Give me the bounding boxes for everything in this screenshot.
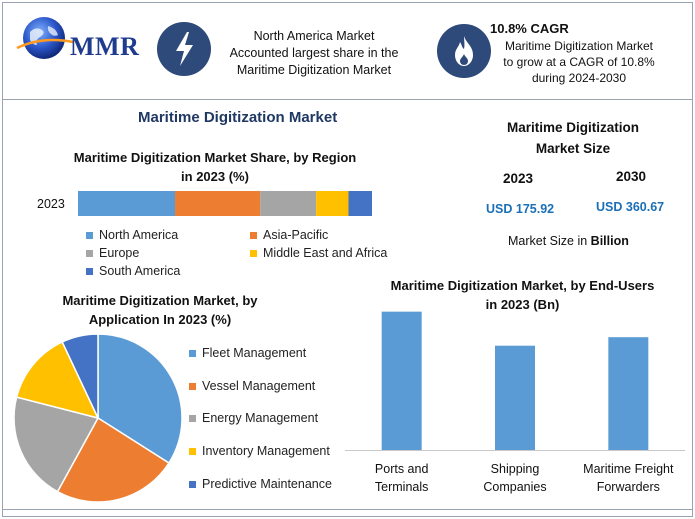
region-bar-segment-asia-pacific bbox=[175, 191, 261, 216]
legend-label: Inventory Management bbox=[202, 444, 330, 458]
legend-swatch bbox=[189, 447, 196, 455]
region-bar-segment-south-america bbox=[348, 191, 372, 216]
legend-item-predictive-maintenance: Predictive Maintenance bbox=[189, 477, 332, 491]
legend-label: South America bbox=[99, 264, 181, 278]
region-bar-segment-north-america bbox=[78, 191, 176, 216]
pie-slice-inventory-management bbox=[15, 340, 100, 420]
legend-swatch bbox=[86, 249, 93, 257]
header-divider bbox=[3, 99, 692, 100]
legend-swatch bbox=[189, 414, 196, 422]
pie-slice-vessel-management bbox=[56, 416, 170, 503]
region-bar-segment-europe bbox=[260, 191, 317, 216]
legend-swatch bbox=[189, 382, 196, 390]
main-title: Maritime Digitization Market bbox=[138, 109, 338, 126]
end-users-bar-chart: Ports and Terminals Shipping Companies Marit… bbox=[345, 311, 685, 494]
market-size-value-2030: USD 360.67 bbox=[596, 200, 665, 214]
market-size-title: Maritime Digitization Market Size bbox=[478, 117, 668, 159]
legend-swatch bbox=[189, 349, 196, 357]
market-size-unit-note: Market Size in Billion bbox=[508, 234, 629, 248]
info1-badge bbox=[157, 22, 211, 76]
pie-slice-predictive-maintenance bbox=[61, 333, 99, 419]
footer-divider bbox=[3, 509, 692, 510]
legend-item-south-america: South America bbox=[86, 264, 180, 278]
legend-label: Vessel Management bbox=[202, 379, 316, 393]
end-user-bar-ports-and-terminals bbox=[381, 311, 422, 450]
region-chart-title: Maritime Digitization Market Share, by R… bbox=[73, 150, 357, 184]
info2-line: during 2024-2030 bbox=[531, 71, 627, 85]
info2-text: Maritime Digitization Market to grow at … bbox=[494, 38, 664, 86]
flame-icon bbox=[455, 36, 473, 66]
legend-item-energy-management: Energy Management bbox=[189, 411, 318, 425]
end-user-tick-label: Maritime Freight bbox=[583, 462, 674, 476]
info1-text: North America Market Accounted largest s… bbox=[214, 28, 414, 79]
brand-logo-text: MMR bbox=[70, 32, 140, 61]
legend-item-inventory-management: Inventory Management bbox=[189, 444, 330, 458]
info2-line: to grow at a CAGR of 10.8% bbox=[503, 55, 655, 69]
legend-label: Predictive Maintenance bbox=[202, 477, 332, 491]
legend-label: Middle East and Africa bbox=[263, 246, 388, 260]
region-bar-segment-middle-east-and-africa bbox=[316, 191, 349, 216]
legend-item-fleet-management: Fleet Management bbox=[189, 346, 306, 360]
info2-badge bbox=[437, 24, 491, 78]
market-size-year-2023: 2023 bbox=[503, 171, 534, 186]
end-user-tick-label: Companies bbox=[483, 480, 546, 494]
end-user-tick-label: Ports and bbox=[375, 462, 429, 476]
legend-item-vessel-management: Vessel Management bbox=[189, 379, 315, 393]
legend-item-north-america: North America bbox=[86, 228, 178, 242]
info1-line: Accounted largest share in the bbox=[229, 46, 399, 60]
market-size-title-line: Market Size bbox=[535, 141, 611, 156]
legend-item-europe: Europe bbox=[86, 246, 139, 260]
info1-line: Maritime Digitization Market bbox=[236, 63, 392, 77]
legend-label: Energy Management bbox=[202, 411, 319, 425]
legend-item-asia-pacific: Asia-Pacific bbox=[250, 228, 328, 242]
legend-label: North America bbox=[99, 228, 179, 242]
application-pie-chart bbox=[13, 333, 183, 503]
legend-swatch bbox=[189, 480, 196, 488]
legend-label: Asia-Pacific bbox=[263, 228, 329, 242]
legend-swatch bbox=[86, 231, 93, 239]
legend-swatch bbox=[250, 249, 257, 257]
pie-slice-energy-management bbox=[13, 396, 100, 493]
lightning-bolt-icon bbox=[176, 32, 193, 66]
legend-item-middle-east-africa: Middle East and Africa bbox=[250, 246, 387, 260]
end-users-chart-title: Maritime Digitization Market, by End-Use… bbox=[390, 278, 655, 312]
cagr-title: 10.8% CAGR bbox=[490, 21, 569, 36]
globe-logo-icon bbox=[16, 17, 74, 59]
info1-line: North America Market bbox=[253, 29, 375, 43]
end-user-tick-label: Terminals bbox=[375, 480, 429, 494]
unit-note-prefix: Market Size in bbox=[508, 234, 591, 248]
end-user-bar-maritime-freight-forwarders bbox=[608, 337, 649, 450]
info2-line: Maritime Digitization Market bbox=[504, 39, 654, 53]
application-chart-title: Maritime Digitization Market, by Applica… bbox=[62, 293, 258, 327]
end-user-bar-shipping-companies bbox=[495, 345, 535, 450]
legend-label: Europe bbox=[99, 246, 140, 260]
legend-label: Fleet Management bbox=[202, 346, 307, 360]
end-user-tick-label: Forwarders bbox=[597, 480, 660, 494]
market-size-title-line: Maritime Digitization bbox=[506, 120, 639, 135]
unit-note-bold: Billion bbox=[590, 234, 629, 248]
end-user-tick-label: Shipping bbox=[491, 462, 540, 476]
legend-swatch bbox=[86, 267, 93, 275]
region-year-label: 2023 bbox=[37, 197, 65, 211]
legend-swatch bbox=[250, 231, 257, 239]
market-size-year-2030: 2030 bbox=[616, 169, 647, 184]
market-size-value-2023: USD 175.92 bbox=[486, 202, 555, 216]
region-stacked-bar bbox=[78, 191, 372, 216]
